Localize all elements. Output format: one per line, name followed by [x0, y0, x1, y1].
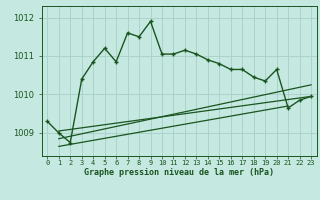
X-axis label: Graphe pression niveau de la mer (hPa): Graphe pression niveau de la mer (hPa) — [84, 168, 274, 177]
